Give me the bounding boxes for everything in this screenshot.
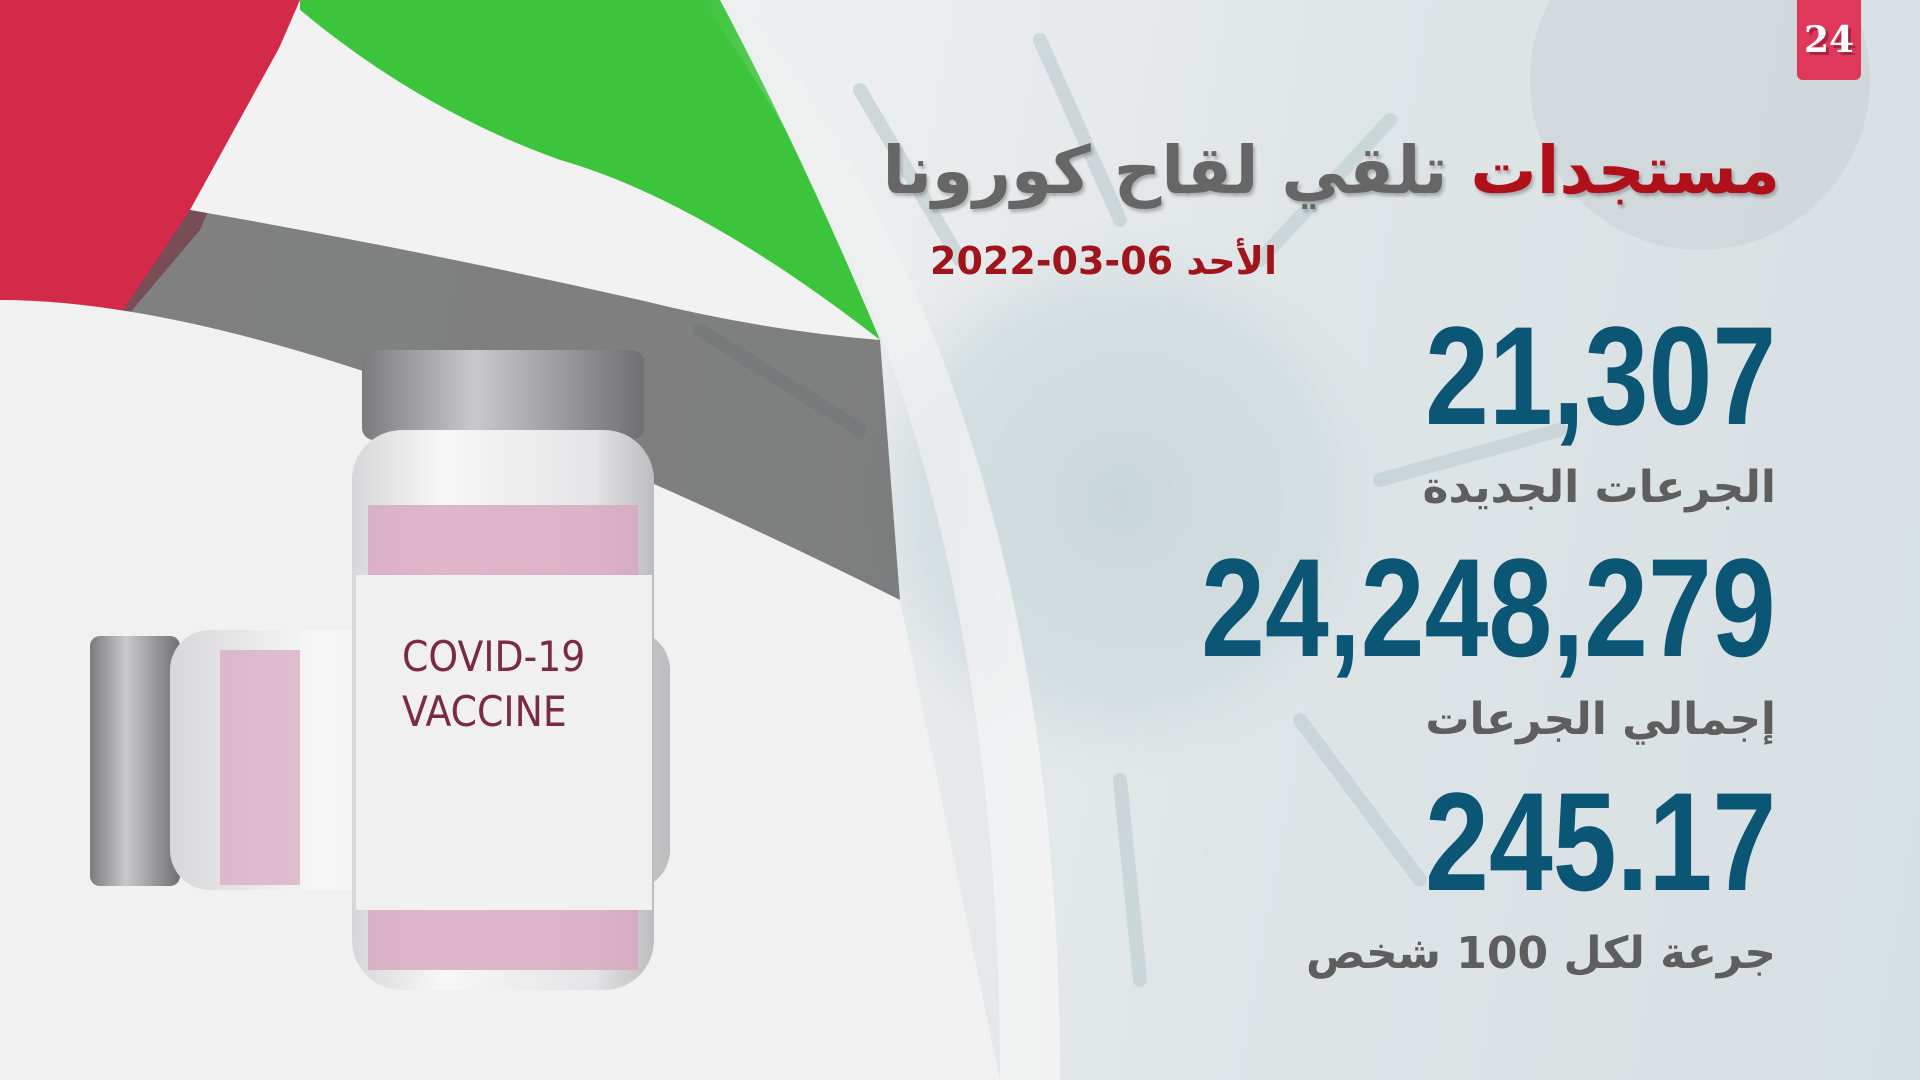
vial-label: COVID-19 VACCINE: [402, 630, 585, 739]
report-date: الأحد 2022-03-06: [930, 238, 1277, 286]
channel-logo: 24: [1797, 0, 1861, 80]
doses-per-100-value: 245.17: [1424, 763, 1776, 920]
doses-per-100-label: جرعة لكل 100 شخص: [1305, 928, 1776, 979]
new-doses-label: الجرعات الجديدة: [1422, 462, 1776, 513]
new-doses-value: 21,307: [1424, 297, 1776, 454]
vial-label-line2: VACCINE: [402, 686, 567, 736]
date-day: الأحد: [1186, 239, 1277, 283]
page-title: مستجدات تلقي لقاح كورونا: [882, 130, 1780, 213]
title-accent: مستجدات: [1470, 132, 1780, 209]
vaccine-vial-front: [352, 350, 654, 990]
vial-label-line1: COVID-19: [402, 632, 586, 681]
title-rest: تلقي لقاح كورونا: [882, 132, 1448, 209]
total-doses-value: 24,248,279: [1201, 529, 1776, 686]
date-value: 2022-03-06: [930, 239, 1174, 283]
total-doses-label: إجمالي الجرعات: [1425, 694, 1776, 745]
